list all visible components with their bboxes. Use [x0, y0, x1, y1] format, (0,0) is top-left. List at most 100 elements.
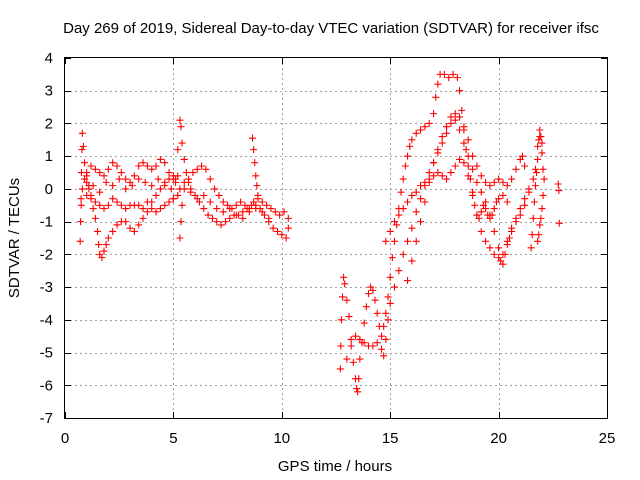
- data-point: [180, 185, 188, 193]
- data-point: [365, 290, 373, 298]
- data-point: [252, 205, 260, 213]
- axis-ticks: [65, 58, 608, 419]
- data-point: [539, 165, 547, 173]
- data-point: [540, 175, 548, 183]
- data-point: [554, 180, 562, 188]
- data-point: [391, 218, 399, 226]
- data-point: [391, 237, 399, 245]
- data-point: [87, 162, 95, 170]
- data-point: [521, 201, 529, 209]
- data-point: [217, 221, 225, 229]
- data-point: [135, 221, 143, 229]
- data-point: [78, 129, 86, 137]
- x-tick-label: 15: [382, 430, 399, 447]
- data-point: [165, 198, 173, 206]
- data-point: [193, 195, 201, 203]
- data-point: [130, 172, 138, 180]
- data-point: [343, 355, 351, 363]
- data-point: [104, 165, 112, 173]
- data-point: [397, 188, 405, 196]
- data-point: [408, 136, 416, 144]
- data-point: [539, 191, 547, 199]
- data-point: [251, 159, 259, 167]
- data-point: [337, 342, 345, 350]
- data-point: [174, 191, 182, 199]
- data-point: [167, 185, 175, 193]
- data-point: [535, 231, 543, 239]
- y-tick-label: -4: [40, 312, 53, 329]
- data-point: [395, 211, 403, 219]
- data-point: [503, 237, 511, 245]
- data-point: [386, 227, 394, 235]
- data-point: [508, 224, 516, 232]
- data-point: [469, 191, 477, 199]
- x-tick-label: 5: [169, 430, 177, 447]
- data-point: [536, 126, 544, 134]
- data-point: [109, 182, 117, 190]
- data-point: [417, 195, 425, 203]
- data-point: [516, 211, 524, 219]
- data-point: [417, 182, 425, 190]
- data-point: [117, 201, 125, 209]
- data-point: [408, 257, 416, 265]
- data-point: [482, 237, 490, 245]
- data-point: [460, 139, 468, 147]
- data-point: [177, 218, 185, 226]
- y-tick-label: -6: [40, 377, 53, 394]
- data-point: [113, 221, 121, 229]
- data-point: [122, 218, 130, 226]
- y-tick-label: -1: [40, 214, 53, 231]
- y-tick-label: -3: [40, 279, 53, 296]
- y-tick-label: -5: [40, 345, 53, 362]
- data-point: [529, 175, 537, 183]
- y-tick-label: 0: [45, 181, 53, 198]
- data-point: [152, 208, 160, 216]
- data-point: [477, 188, 485, 196]
- data-point: [349, 358, 357, 366]
- data-point: [178, 139, 186, 147]
- data-point: [91, 214, 99, 222]
- data-point: [83, 191, 91, 199]
- data-point: [141, 178, 149, 186]
- data-point: [382, 309, 390, 317]
- data-point: [382, 237, 390, 245]
- data-point: [77, 195, 85, 203]
- data-point: [408, 191, 416, 199]
- data-point: [269, 224, 277, 232]
- data-point: [337, 316, 345, 324]
- data-point: [453, 74, 461, 82]
- data-point: [528, 231, 536, 239]
- data-point: [128, 182, 136, 190]
- data-point: [172, 175, 180, 183]
- data-point: [417, 126, 425, 134]
- data-point: [399, 250, 407, 258]
- data-point: [495, 254, 503, 262]
- data-point: [343, 296, 351, 304]
- data-point: [391, 283, 399, 291]
- data-point: [462, 146, 470, 154]
- data-point: [339, 293, 347, 301]
- data-point: [81, 159, 89, 167]
- data-point: [284, 214, 292, 222]
- data-point: [185, 175, 193, 183]
- data-point: [477, 208, 485, 216]
- data-point: [198, 162, 206, 170]
- data-point: [451, 110, 459, 118]
- data-point: [499, 178, 507, 186]
- x-axis-label: GPS time / hours: [278, 458, 392, 475]
- data-point: [536, 221, 544, 229]
- y-tick-label: 1: [45, 148, 53, 165]
- data-point: [421, 123, 429, 131]
- data-point: [512, 165, 520, 173]
- data-point: [438, 133, 446, 141]
- data-point: [135, 201, 143, 209]
- data-point: [276, 211, 284, 219]
- data-point: [78, 146, 86, 154]
- data-point: [412, 237, 420, 245]
- x-tick-labels: 0 5 10 15 20 25: [61, 430, 616, 447]
- data-point: [371, 296, 379, 304]
- data-point: [156, 185, 164, 193]
- data-point: [340, 273, 348, 281]
- data-point: [211, 185, 219, 193]
- data-point: [161, 159, 169, 167]
